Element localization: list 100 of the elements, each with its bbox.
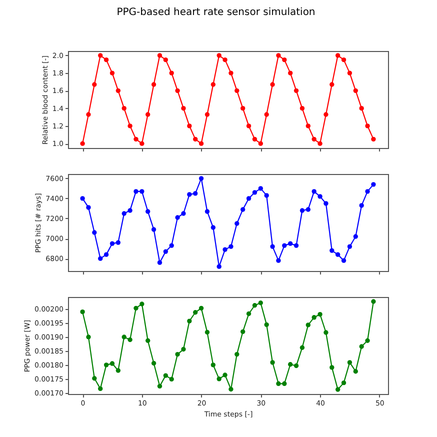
point (300, 345, 305, 350)
point (175, 215, 180, 220)
point (181, 346, 186, 352)
point (92, 376, 97, 381)
point (222, 57, 228, 62)
point (169, 243, 174, 248)
point (187, 318, 192, 324)
point (157, 53, 162, 58)
point (198, 306, 204, 311)
point (216, 376, 222, 382)
point (335, 53, 340, 58)
point (270, 360, 275, 365)
point (270, 244, 275, 249)
point (163, 249, 168, 254)
point (371, 299, 376, 304)
point (282, 57, 287, 62)
point (240, 207, 246, 212)
point (210, 362, 216, 368)
point (300, 208, 305, 213)
point (86, 112, 91, 117)
point (169, 376, 174, 382)
point (210, 225, 216, 230)
point (98, 386, 103, 392)
point (86, 205, 91, 210)
point (359, 344, 364, 349)
point (98, 53, 103, 58)
point (140, 189, 144, 194)
point (140, 141, 144, 146)
point (330, 82, 334, 87)
point (365, 189, 370, 194)
point (198, 141, 204, 146)
point (353, 369, 358, 374)
point (234, 221, 240, 226)
point (258, 300, 263, 306)
point (264, 193, 269, 198)
point (163, 373, 168, 378)
point (163, 57, 168, 62)
point (330, 365, 334, 370)
point (104, 57, 109, 62)
point (86, 334, 91, 340)
point (134, 306, 138, 311)
point (228, 70, 234, 76)
point (204, 209, 210, 214)
point (324, 112, 328, 117)
point (294, 243, 299, 248)
point (240, 329, 246, 334)
point (318, 312, 322, 317)
point (146, 112, 150, 117)
point (252, 190, 258, 195)
point (187, 124, 192, 128)
point (318, 141, 322, 146)
point (276, 381, 281, 386)
point (341, 380, 346, 386)
point (288, 70, 293, 76)
point (175, 352, 180, 357)
point (258, 186, 263, 191)
point (312, 136, 316, 142)
point (228, 244, 234, 249)
point (157, 260, 162, 265)
point (222, 247, 228, 252)
point (240, 106, 246, 111)
point (252, 303, 258, 308)
point (306, 124, 310, 128)
point (365, 338, 370, 343)
point (134, 189, 138, 194)
point (216, 264, 222, 269)
point (146, 209, 150, 214)
point (270, 82, 275, 87)
point (324, 201, 328, 206)
point (222, 372, 228, 378)
point (365, 124, 370, 128)
point (234, 88, 240, 94)
point (246, 124, 252, 128)
point (80, 309, 85, 314)
point (335, 252, 340, 257)
point (122, 106, 126, 111)
point (234, 352, 240, 357)
point (204, 330, 210, 335)
point (169, 70, 174, 76)
point (335, 387, 340, 392)
point (341, 57, 346, 62)
point (294, 88, 299, 94)
point (92, 82, 97, 87)
point (157, 384, 162, 389)
point (175, 88, 180, 94)
point (151, 82, 156, 87)
point (193, 191, 198, 196)
point (187, 192, 192, 197)
point (128, 124, 132, 128)
point (193, 310, 198, 315)
point (110, 361, 115, 366)
point (300, 106, 305, 111)
point (258, 141, 263, 146)
point (282, 243, 287, 248)
point (116, 240, 121, 245)
point (116, 88, 121, 94)
point (312, 315, 316, 320)
point (276, 258, 281, 263)
point (116, 368, 121, 373)
point (330, 248, 334, 253)
